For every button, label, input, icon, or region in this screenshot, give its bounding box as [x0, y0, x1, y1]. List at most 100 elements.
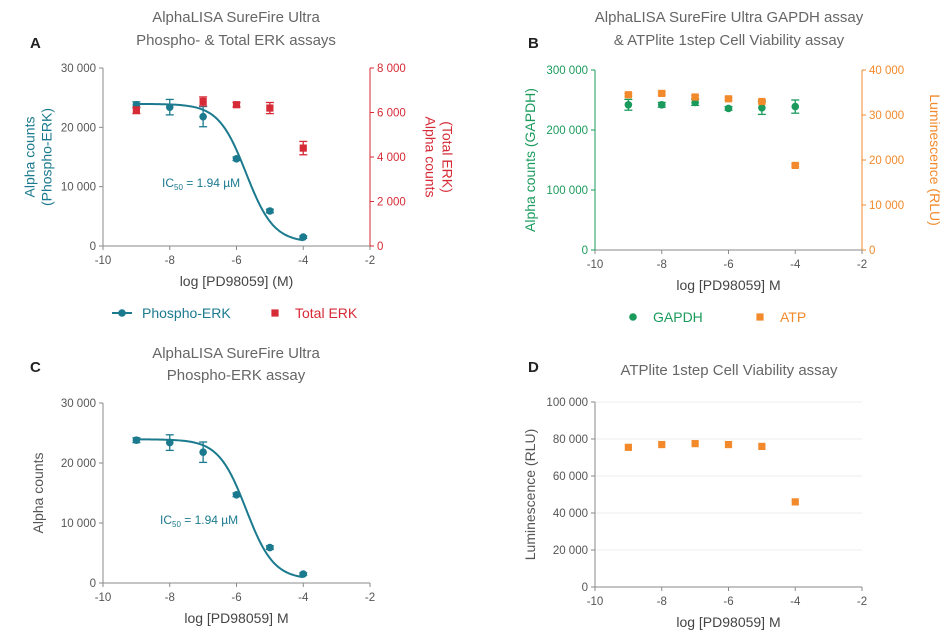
- x-axis-label: log [PD98059] M: [184, 610, 288, 626]
- y-tick-label: 60 000: [553, 471, 588, 483]
- y2-tick-label: 8 000: [377, 63, 406, 75]
- y-axis-label: Alpha counts (GAPDH): [522, 88, 538, 232]
- chart-title: AlphaLISA SureFire Ultra: [152, 9, 320, 26]
- y2-tick-label: 6 000: [377, 108, 406, 120]
- data-point: [165, 438, 174, 447]
- data-point: [691, 93, 699, 101]
- y2-tick-label: 30 000: [869, 110, 904, 122]
- y-tick-label: 100 000: [546, 397, 588, 409]
- x-tick-label: -2: [857, 596, 867, 608]
- y-tick-label: 10 000: [61, 518, 96, 530]
- y-tick-label: 0: [582, 245, 588, 257]
- y-axis-label: Alpha counts: [30, 453, 46, 534]
- data-point: [199, 97, 207, 105]
- y-tick-label: 20 000: [553, 545, 588, 557]
- ic50-annotation: IC50 = 1.94 µM: [160, 513, 238, 529]
- data-point: [724, 95, 733, 103]
- panel-label-D: D: [528, 359, 539, 376]
- legend-marker: [271, 309, 279, 317]
- y-tick-label: 20 000: [61, 458, 96, 470]
- data-point: [658, 89, 666, 97]
- x-tick-label: -2: [857, 259, 867, 271]
- data-point: [299, 570, 308, 578]
- data-point: [299, 233, 308, 241]
- chart-title: AlphaLISA SureFire Ultra GAPDH assay: [595, 9, 864, 26]
- y-tick-label: 0: [582, 582, 588, 594]
- chart-title: ATPlite 1step Cell Viability assay: [620, 362, 838, 379]
- panel-label-C: C: [30, 359, 41, 376]
- data-point: [691, 440, 699, 448]
- y2-tick-label: 4 000: [377, 152, 406, 164]
- data-point: [266, 207, 274, 215]
- data-point: [791, 102, 800, 111]
- legend-label: Total ERK: [295, 305, 358, 321]
- legend-marker: [118, 309, 126, 317]
- data-point: [266, 543, 274, 552]
- fit-curve-Phospho-ERK: [136, 102, 304, 242]
- y-tick-label: 10 000: [61, 182, 96, 194]
- chart-subtitle: Phospho-ERK assay: [167, 367, 306, 384]
- y-axis-label: Alpha counts: [22, 117, 38, 198]
- x-tick-label: -8: [165, 592, 175, 604]
- y2-axis-label: Luminescence (RLU): [927, 94, 943, 226]
- legend-label: ATP: [780, 309, 806, 325]
- x-tick-label: -2: [365, 592, 375, 604]
- x-tick-label: -4: [790, 259, 801, 271]
- x-tick-label: -6: [723, 596, 733, 608]
- x-tick-label: -8: [657, 596, 667, 608]
- data-point: [266, 104, 274, 112]
- y-tick-label: 40 000: [553, 508, 588, 520]
- data-point: [624, 443, 632, 451]
- data-point: [658, 440, 666, 449]
- y2-tick-label: 20 000: [869, 155, 904, 167]
- x-axis-label: log [PD98059] M: [676, 277, 780, 293]
- ic50-annotation: IC50 = 1.94 µM: [162, 176, 240, 192]
- data-point: [758, 104, 766, 112]
- x-axis-label: log [PD98059] M: [676, 614, 780, 630]
- y-tick-label: 100 000: [546, 185, 588, 197]
- y2-axis-label: (Total ERK): [440, 121, 456, 193]
- y-tick-label: 20 000: [61, 122, 96, 134]
- data-point: [624, 91, 632, 99]
- y2-tick-label: 0: [377, 241, 383, 253]
- data-point: [724, 440, 733, 449]
- data-point: [724, 104, 733, 113]
- x-tick-label: -2: [365, 255, 375, 267]
- y-axis-label: Luminescence (RLU): [522, 429, 538, 561]
- data-point: [199, 112, 207, 121]
- data-point: [657, 101, 666, 109]
- y2-tick-label: 0: [869, 245, 875, 257]
- y-tick-label: 0: [90, 241, 96, 253]
- legend-label: GAPDH: [653, 309, 703, 325]
- x-tick-label: -6: [231, 255, 241, 267]
- x-tick-label: -6: [723, 259, 733, 271]
- legend-label: Phospho-ERK: [142, 305, 231, 321]
- data-point: [165, 103, 174, 111]
- data-point: [232, 154, 241, 163]
- x-tick-label: -10: [95, 255, 112, 267]
- y-tick-label: 200 000: [546, 125, 588, 137]
- data-point: [232, 101, 241, 109]
- x-tick-label: -10: [587, 259, 604, 271]
- chart-title: AlphaLISA SureFire Ultra: [152, 345, 320, 362]
- x-axis-label: log [PD98059] (M): [180, 273, 294, 289]
- data-point: [758, 97, 766, 106]
- y2-axis-label: Alpha counts: [423, 117, 439, 198]
- data-point: [199, 448, 207, 457]
- y2-tick-label: 2 000: [377, 197, 406, 209]
- data-point: [132, 106, 140, 114]
- fit-curve-C: [136, 438, 304, 579]
- y-tick-label: 300 000: [546, 65, 588, 77]
- chart-subtitle: Phospho- & Total ERK assays: [136, 32, 336, 49]
- data-point: [791, 161, 799, 169]
- panel-label-A: A: [30, 35, 41, 52]
- y-tick-label: 30 000: [61, 63, 96, 75]
- legend-marker: [756, 313, 764, 321]
- y-tick-label: 30 000: [61, 398, 96, 410]
- data-point: [299, 144, 307, 152]
- data-point: [132, 436, 141, 445]
- y-tick-label: 80 000: [553, 434, 588, 446]
- legend-marker: [629, 313, 637, 321]
